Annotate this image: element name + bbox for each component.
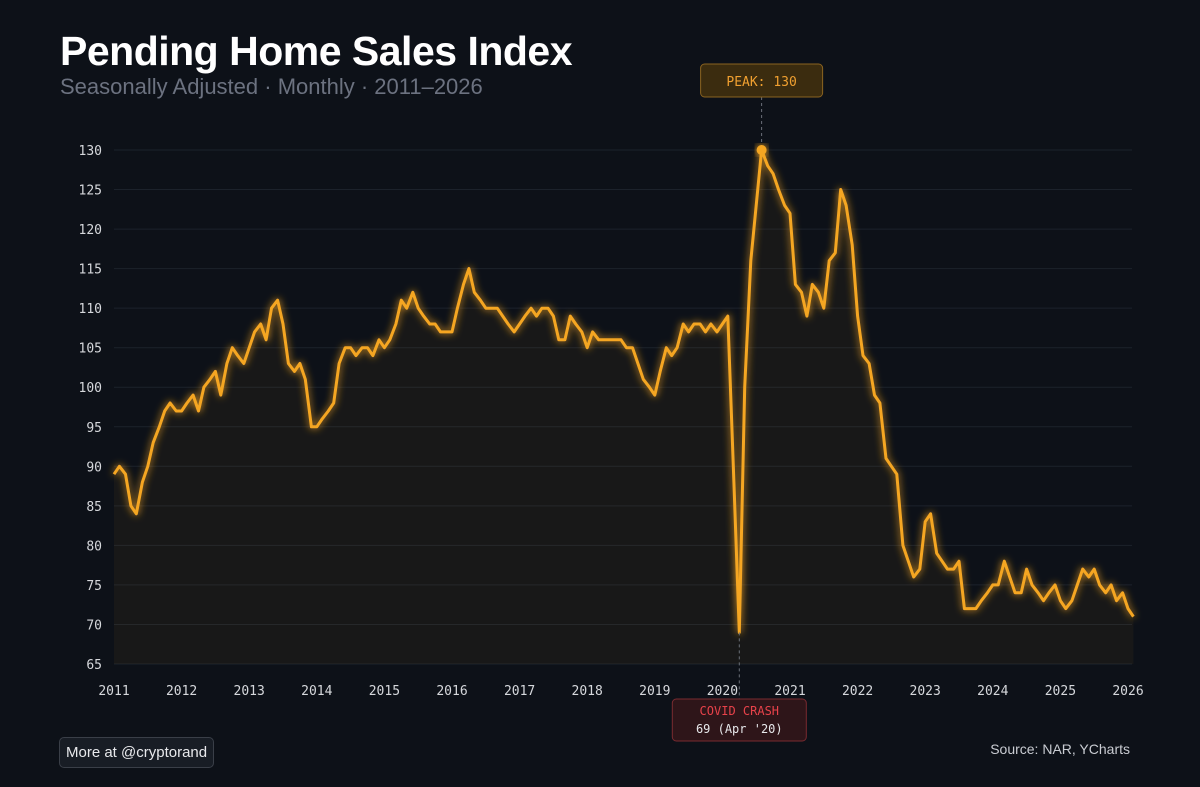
x-tick-label: 2014: [301, 684, 332, 699]
y-tick-label: 105: [79, 342, 102, 357]
x-tick-label: 2015: [369, 684, 400, 699]
chart-title: Pending Home Sales Index: [60, 28, 573, 74]
x-tick-label: 2017: [504, 684, 535, 699]
y-tick-label: 110: [79, 302, 102, 317]
crash-label: COVID CRASH: [700, 704, 779, 718]
y-tick-label: 125: [79, 184, 102, 199]
source-note: Source: NAR, YCharts: [990, 741, 1130, 757]
x-tick-label: 2026: [1112, 684, 1143, 699]
y-tick-label: 100: [79, 381, 102, 396]
x-tick-label: 2024: [977, 684, 1008, 699]
x-tick-label: 2019: [639, 684, 670, 699]
x-tick-label: 2025: [1045, 684, 1076, 699]
y-tick-label: 75: [86, 579, 102, 594]
x-tick-label: 2023: [910, 684, 941, 699]
x-tick-label: 2018: [572, 684, 603, 699]
x-tick-label: 2011: [98, 684, 129, 699]
credit-button[interactable]: More at @cryptorand: [59, 737, 215, 768]
peak-label: PEAK: 130: [726, 75, 796, 90]
y-tick-label: 85: [86, 500, 102, 515]
series-area-fill: [114, 150, 1134, 664]
x-tick-label: 2020: [707, 684, 738, 699]
crash-value: 69 (Apr '20): [696, 722, 783, 736]
y-tick-label: 80: [86, 539, 102, 554]
y-tick-label: 130: [79, 144, 102, 159]
y-tick-label: 115: [79, 263, 102, 278]
x-tick-label: 2012: [166, 684, 197, 699]
crash-label-box: [671, 698, 807, 742]
chart-subtitle: Seasonally Adjusted · Monthly · 2011–202…: [60, 74, 483, 99]
y-tick-label: 90: [86, 460, 102, 475]
y-tick-label: 70: [86, 618, 102, 633]
x-tick-label: 2021: [774, 684, 805, 699]
peak-label-box: [700, 63, 824, 98]
y-tick-label: 120: [79, 223, 102, 238]
y-tick-label: 95: [86, 421, 102, 436]
x-tick-label: 2013: [234, 684, 265, 699]
peak-marker: [756, 145, 767, 155]
x-tick-label: 2016: [436, 684, 467, 699]
y-tick-label: 65: [86, 658, 102, 673]
series-line: [112, 148, 1135, 634]
x-tick-label: 2022: [842, 684, 873, 699]
